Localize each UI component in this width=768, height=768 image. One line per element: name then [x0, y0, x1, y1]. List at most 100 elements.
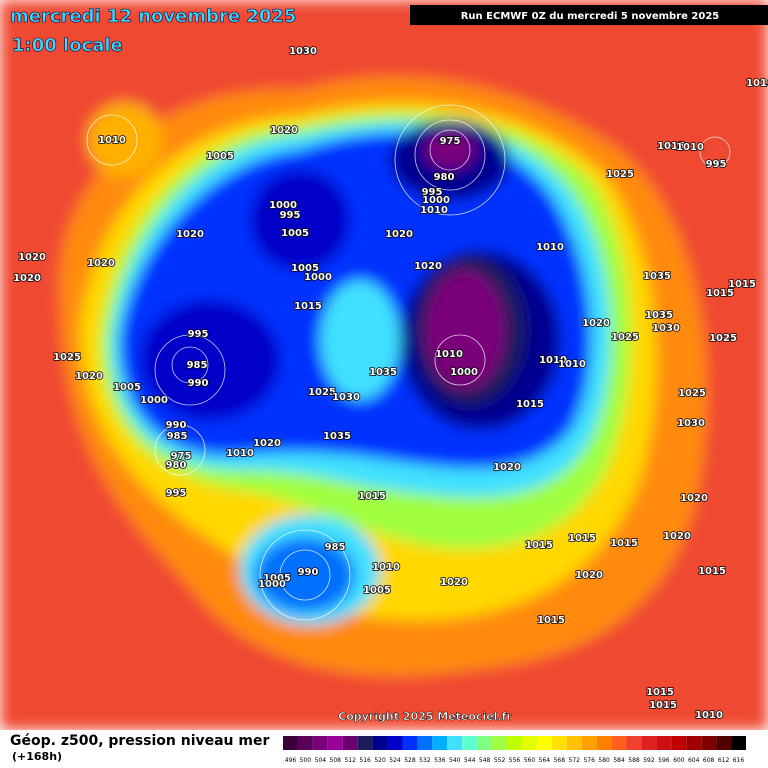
- scale-label: 512: [344, 757, 356, 764]
- scale-label: 596: [658, 757, 670, 764]
- isobar-label: 1025: [709, 333, 737, 344]
- isobar-label: 1010: [98, 135, 126, 146]
- isobar-label: 1010: [746, 78, 768, 89]
- isobar-label: 1030: [289, 46, 317, 57]
- isobar-label: 1020: [582, 318, 610, 329]
- scale-swatch: [611, 736, 627, 750]
- isobar-label: 990: [298, 567, 319, 578]
- isobar-label: 1010: [539, 355, 567, 366]
- scale-label: 604: [688, 757, 700, 764]
- run-banner: [410, 5, 768, 25]
- isobar-label: 990: [188, 378, 209, 389]
- isobar-label: 1000: [422, 195, 450, 206]
- isobar-label: 1020: [680, 493, 708, 504]
- scale-swatch: [283, 736, 298, 750]
- scale-swatch: [596, 736, 612, 750]
- isobar-label: 1020: [575, 570, 603, 581]
- isobar-label: 1000: [258, 579, 286, 590]
- scale-label: 504: [315, 757, 327, 764]
- isobar-label: 1000: [140, 395, 168, 406]
- isobar-label: 1020: [176, 229, 204, 240]
- scale-swatch: [686, 736, 702, 750]
- scale-label: 592: [643, 757, 655, 764]
- scale-label: 520: [374, 757, 386, 764]
- isobar-label: 1020: [13, 273, 41, 284]
- scale-swatch: [626, 736, 642, 750]
- isobar-label: 1005: [363, 585, 391, 596]
- isobar-label: 1010: [536, 242, 564, 253]
- copyright: Copyright 2025 Meteociel.fr: [338, 710, 512, 723]
- scale-label: 500: [300, 757, 312, 764]
- scale-swatch: [492, 736, 508, 750]
- scale-swatch: [387, 736, 403, 750]
- scale-swatch: [581, 736, 597, 750]
- isobar-label: 1015: [706, 288, 734, 299]
- isobar-label: 1020: [18, 252, 46, 263]
- scale-swatch: [656, 736, 672, 750]
- isobar-label: 1005: [206, 151, 234, 162]
- isobar-label: 1005: [281, 228, 309, 239]
- scale-swatch: [432, 736, 448, 750]
- isobar-label: 1015: [698, 566, 726, 577]
- isobar-label: 1025: [53, 352, 81, 363]
- scale-label: 516: [359, 757, 371, 764]
- isobar-label: 995: [280, 210, 301, 221]
- isobar-label: 1020: [75, 371, 103, 382]
- legend-lead: (+168h): [12, 750, 62, 763]
- isobar-label: 1020: [87, 258, 115, 269]
- scale-label: 552: [494, 757, 506, 764]
- isobar-label: 1010: [435, 349, 463, 360]
- isobar-label: 975: [171, 451, 192, 462]
- scale-label: 576: [583, 757, 595, 764]
- isobar-label: 980: [434, 172, 455, 183]
- isobar-label: 1005: [291, 263, 319, 274]
- isobar-label: 1000: [450, 367, 478, 378]
- scale-swatch: [701, 736, 717, 750]
- scale-swatch: [342, 736, 358, 750]
- isobar-label: 985: [167, 431, 188, 442]
- scale-label: 532: [419, 757, 431, 764]
- scale-swatch: [716, 736, 732, 750]
- scale-swatch: [671, 736, 687, 750]
- scale-label: 556: [509, 757, 521, 764]
- date-title: mercredi 12 novembre 2025: [10, 6, 296, 27]
- isobar-label: 1030: [652, 323, 680, 334]
- isobar-label: 1020: [493, 462, 521, 473]
- scale-label: 536: [434, 757, 446, 764]
- scale-swatch: [731, 736, 746, 750]
- isobar-label: 1035: [323, 431, 351, 442]
- scale-swatch: [357, 736, 373, 750]
- isobar-label: 1020: [663, 531, 691, 542]
- isobar-label: 1015: [358, 491, 386, 502]
- isobar-label: 1020: [414, 261, 442, 272]
- scale-swatch: [447, 736, 463, 750]
- isobar-label: 1005: [113, 382, 141, 393]
- scale-swatch: [551, 736, 567, 750]
- scale-swatch: [566, 736, 582, 750]
- isobar-label: 1010: [676, 142, 704, 153]
- isobar-label: 1015: [657, 141, 685, 152]
- scale-label: 616: [733, 757, 745, 764]
- scale-swatch: [297, 736, 313, 750]
- isobar-label: 1015: [610, 538, 638, 549]
- scale-label: 584: [613, 757, 625, 764]
- scale-label: 612: [718, 757, 730, 764]
- isobar-label: 1015: [646, 687, 674, 698]
- scale-swatch: [536, 736, 552, 750]
- isobar-label: 1025: [606, 169, 634, 180]
- scale-label: 560: [524, 757, 536, 764]
- isobar-label: 1015: [525, 540, 553, 551]
- isobar-label: 1015: [649, 700, 677, 711]
- isobar-label: 1030: [677, 418, 705, 429]
- isobar-label: 1020: [440, 577, 468, 588]
- isobar-label: 1020: [270, 125, 298, 136]
- isobar-label: 995: [422, 187, 443, 198]
- isobar-label: 1020: [253, 438, 281, 449]
- scale-label: 548: [479, 757, 491, 764]
- scale-swatch: [402, 736, 418, 750]
- isobar-label: 1010: [558, 359, 586, 370]
- isobar-label: 1000: [304, 272, 332, 283]
- isobar-label: 1035: [645, 310, 673, 321]
